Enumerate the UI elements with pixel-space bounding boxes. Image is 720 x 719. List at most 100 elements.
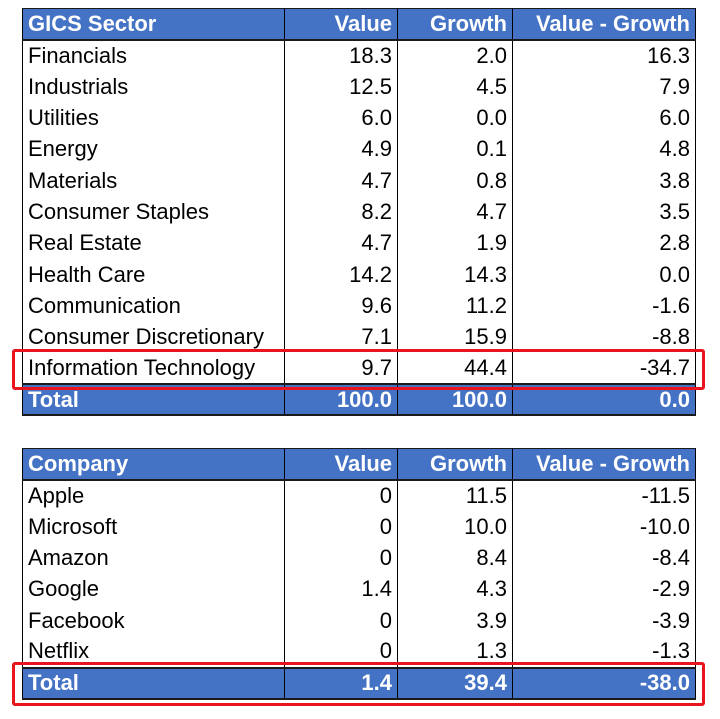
growth-cell: 4.7: [397, 196, 513, 228]
table-row: Materials 4.7 0.8 3.8: [22, 164, 696, 197]
total-growth: 39.4: [397, 666, 513, 700]
sector-name: Materials: [22, 164, 285, 197]
table-row: Communication 9.6 11.2 -1.6: [22, 290, 696, 322]
table-row: Utilities 6.0 0.0 6.0: [22, 102, 696, 134]
growth-cell: 11.2: [397, 290, 513, 322]
table-row: Industrials 12.5 4.5 7.9: [22, 71, 696, 103]
sector-name: Industrials: [22, 71, 285, 103]
column-header-growth: Growth: [397, 7, 513, 41]
sector-name: Health Care: [22, 258, 285, 291]
company-name: Facebook: [22, 604, 285, 637]
total-value: 100.0: [284, 383, 398, 417]
total-label: Total: [22, 666, 285, 700]
value-cell: 0: [284, 542, 398, 574]
sector-name: Consumer Staples: [22, 196, 285, 228]
difference-cell: -34.7: [512, 352, 696, 385]
value-cell: 1.4: [284, 573, 398, 605]
value-cell: 7.1: [284, 321, 398, 353]
table-row: Facebook 0 3.9 -3.9: [22, 604, 696, 637]
table-header-row: GICS Sector Value Growth Value - Growth: [22, 7, 696, 41]
growth-cell: 4.5: [397, 71, 513, 103]
difference-cell: 4.8: [512, 133, 696, 165]
growth-cell: 11.5: [397, 479, 513, 512]
difference-cell: -8.8: [512, 321, 696, 353]
difference-cell: -1.3: [512, 636, 696, 668]
value-cell: 9.7: [284, 352, 398, 385]
column-header-value-minus-growth: Value - Growth: [512, 447, 696, 481]
growth-cell: 44.4: [397, 352, 513, 385]
sector-name: Communication: [22, 290, 285, 322]
sector-name: Financials: [22, 39, 285, 72]
table-row: Real Estate 4.7 1.9 2.8: [22, 227, 696, 259]
difference-cell: 3.8: [512, 164, 696, 197]
growth-cell: 10.0: [397, 511, 513, 543]
table-row: Energy 4.9 0.1 4.8: [22, 133, 696, 165]
difference-cell: 0.0: [512, 258, 696, 291]
growth-cell: 8.4: [397, 542, 513, 574]
total-difference: -38.0: [512, 666, 696, 700]
company-name: Google: [22, 573, 285, 605]
value-cell: 0: [284, 604, 398, 637]
company-name: Apple: [22, 479, 285, 512]
total-row: Total 1.4 39.4 -38.0: [22, 666, 696, 700]
table-row: Amazon 0 8.4 -8.4: [22, 542, 696, 574]
table-row: Financials 18.3 2.0 16.3: [22, 39, 696, 72]
total-value: 1.4: [284, 666, 398, 700]
table-row: Information Technology 9.7 44.4 -34.7: [22, 352, 696, 385]
growth-cell: 2.0: [397, 39, 513, 72]
growth-cell: 0.1: [397, 133, 513, 165]
value-cell: 18.3: [284, 39, 398, 72]
growth-cell: 15.9: [397, 321, 513, 353]
difference-cell: 6.0: [512, 102, 696, 134]
total-row: Total 100.0 100.0 0.0: [22, 383, 696, 417]
company-name: Netflix: [22, 636, 285, 668]
growth-cell: 3.9: [397, 604, 513, 637]
column-header-value: Value: [284, 7, 398, 41]
table-row: Apple 0 11.5 -11.5: [22, 479, 696, 512]
table-row: Netflix 0 1.3 -1.3: [22, 636, 696, 668]
difference-cell: -3.9: [512, 604, 696, 637]
value-cell: 4.7: [284, 164, 398, 197]
difference-cell: -8.4: [512, 542, 696, 574]
difference-cell: 2.8: [512, 227, 696, 259]
value-cell: 0: [284, 636, 398, 668]
sector-name: Consumer Discretionary: [22, 321, 285, 353]
total-growth: 100.0: [397, 383, 513, 417]
company-table: Company Value Growth Value - Growth Appl…: [22, 447, 696, 700]
value-cell: 12.5: [284, 71, 398, 103]
column-header-sector: GICS Sector: [22, 7, 285, 41]
table-header-row: Company Value Growth Value - Growth: [22, 447, 696, 481]
column-header-growth: Growth: [397, 447, 513, 481]
table-row: Consumer Discretionary 7.1 15.9 -8.8: [22, 321, 696, 353]
sector-name: Information Technology: [22, 352, 285, 385]
difference-cell: -1.6: [512, 290, 696, 322]
difference-cell: -11.5: [512, 479, 696, 512]
growth-cell: 4.3: [397, 573, 513, 605]
growth-cell: 14.3: [397, 258, 513, 291]
growth-cell: 0.0: [397, 102, 513, 134]
table-row: Google 1.4 4.3 -2.9: [22, 573, 696, 605]
value-cell: 0: [284, 479, 398, 512]
growth-cell: 0.8: [397, 164, 513, 197]
company-name: Microsoft: [22, 511, 285, 543]
difference-cell: 3.5: [512, 196, 696, 228]
column-header-value: Value: [284, 447, 398, 481]
company-name: Amazon: [22, 542, 285, 574]
difference-cell: 16.3: [512, 39, 696, 72]
sector-name: Real Estate: [22, 227, 285, 259]
growth-cell: 1.9: [397, 227, 513, 259]
total-label: Total: [22, 383, 285, 417]
column-header-company: Company: [22, 447, 285, 481]
value-cell: 9.6: [284, 290, 398, 322]
value-cell: 0: [284, 511, 398, 543]
value-cell: 6.0: [284, 102, 398, 134]
value-cell: 8.2: [284, 196, 398, 228]
value-cell: 14.2: [284, 258, 398, 291]
gics-sector-table: GICS Sector Value Growth Value - Growth …: [22, 7, 696, 417]
value-cell: 4.7: [284, 227, 398, 259]
total-difference: 0.0: [512, 383, 696, 417]
growth-cell: 1.3: [397, 636, 513, 668]
sector-name: Energy: [22, 133, 285, 165]
table-row: Health Care 14.2 14.3 0.0: [22, 258, 696, 291]
value-cell: 4.9: [284, 133, 398, 165]
